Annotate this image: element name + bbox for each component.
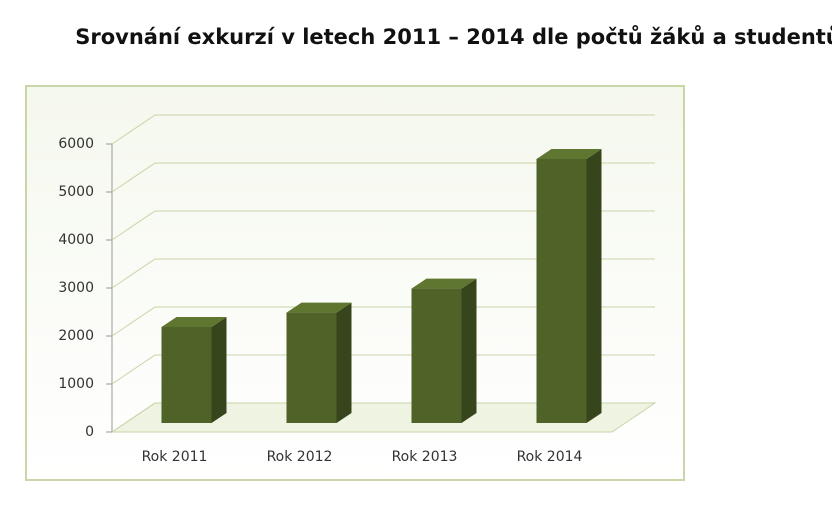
grid-line <box>111 258 655 289</box>
y-tick-label: 5000 <box>58 184 94 200</box>
bar-side <box>586 149 602 423</box>
bar-top <box>161 317 227 327</box>
grid-line <box>111 162 655 193</box>
y-tick-label: 6000 <box>58 136 94 152</box>
grid-line <box>111 210 655 241</box>
grid-line <box>111 354 655 385</box>
grid-line <box>111 114 655 145</box>
grid-line <box>111 402 655 433</box>
bar-top <box>536 149 602 159</box>
bar <box>161 327 212 423</box>
bar-top <box>411 278 477 289</box>
y-tick-label: 2000 <box>58 328 94 344</box>
y-tick-label: 0 <box>85 424 94 440</box>
bar-side <box>461 278 477 423</box>
bar <box>286 312 337 423</box>
y-tick-label: 4000 <box>58 232 94 248</box>
chart-title: Srovnání exkurzí v letech 2011 – 2014 dl… <box>75 25 832 49</box>
x-tick-label: Rok 2012 <box>267 449 333 465</box>
x-tick-label: Rok 2013 <box>392 449 458 465</box>
grid-line <box>111 306 655 337</box>
x-tick-label: Rok 2014 <box>517 449 583 465</box>
bar-side <box>211 317 227 423</box>
y-tick-label: 1000 <box>58 376 94 392</box>
bar-side <box>336 302 352 423</box>
bar-top <box>286 302 352 313</box>
y-tick-label: 3000 <box>58 280 94 296</box>
bar <box>411 288 462 423</box>
bar <box>536 159 587 423</box>
x-tick-label: Rok 2011 <box>142 449 208 465</box>
